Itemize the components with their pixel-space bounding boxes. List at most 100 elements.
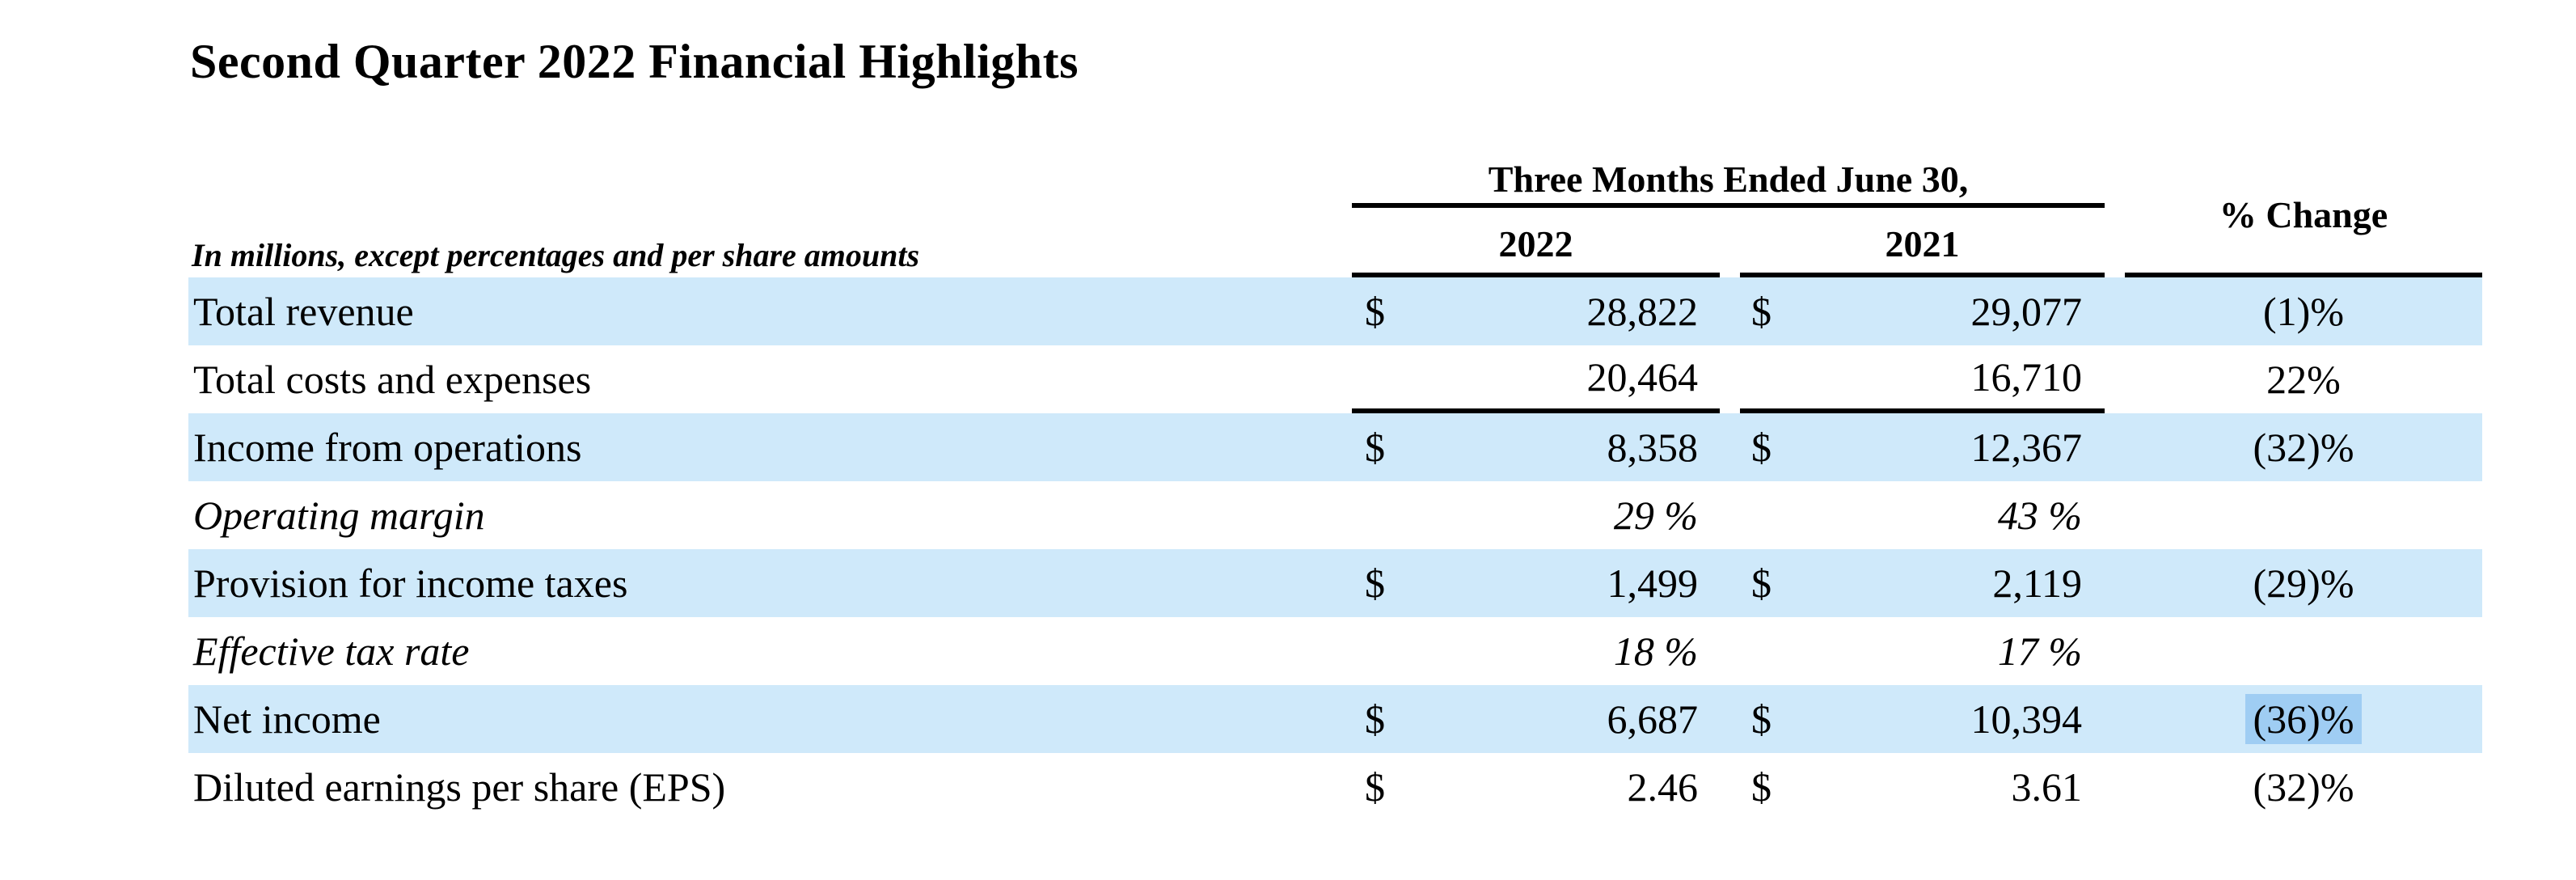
value-2021-cell: $2,119 xyxy=(1740,549,2105,617)
row-label: Provision for income taxes xyxy=(193,561,628,606)
column-gap xyxy=(2105,685,2125,753)
table-header: Three Months Ended June 30, 2022 2021 % … xyxy=(188,156,2482,277)
value-2021-cell: $29,077 xyxy=(1740,277,2105,345)
value-2022-cell: $8,358 xyxy=(1352,413,1720,481)
table-row-income-from-operations: Income from operations $8,358 $12,367 (3… xyxy=(188,413,2482,481)
row-label: Operating margin xyxy=(193,493,485,538)
period-header: Three Months Ended June 30, xyxy=(1488,159,1969,200)
currency-symbol: $ xyxy=(1365,561,1385,606)
header-rule-2022 xyxy=(1352,273,1720,277)
financial-highlights-table: Three Months Ended June 30, 2022 2021 % … xyxy=(188,156,2482,821)
value-2022: 18 % xyxy=(1613,628,1698,674)
value-2021-cell: 43 % xyxy=(1740,481,2105,549)
table-note: In millions, except percentages and per … xyxy=(192,237,920,273)
value-2021: 12,367 xyxy=(1970,425,2083,470)
pct-change-value: (29)% xyxy=(2253,561,2354,606)
value-2022-cell: 20,464 xyxy=(1352,345,1720,413)
value-2022: 1,499 xyxy=(1607,561,1699,606)
header-rule-2021 xyxy=(1740,273,2105,277)
table-row-diluted-eps: Diluted earnings per share (EPS) $2.46 $… xyxy=(188,753,2482,821)
pct-change-cell: (29)% xyxy=(2125,549,2482,617)
currency-symbol: $ xyxy=(1751,696,1772,742)
currency-symbol: $ xyxy=(1365,289,1385,334)
pct-change-cell: (32)% xyxy=(2125,413,2482,481)
row-label: Total revenue xyxy=(193,289,414,334)
value-2022-cell: $2.46 xyxy=(1352,753,1720,821)
value-2021-cell: $3.61 xyxy=(1740,753,2105,821)
value-2021: 3.61 xyxy=(2011,764,2083,810)
column-gap xyxy=(2105,549,2125,617)
pct-change-value: (32)% xyxy=(2253,764,2354,810)
selected-text-highlight[interactable]: (36)% xyxy=(2244,694,2363,744)
pct-change-value: (32)% xyxy=(2253,425,2354,470)
row-label: Total costs and expenses xyxy=(193,357,592,402)
row-label: Effective tax rate xyxy=(193,628,470,674)
value-2021: 17 % xyxy=(1997,628,2082,674)
value-2022-cell: $6,687 xyxy=(1352,685,1720,753)
table-row-effective-tax-rate: Effective tax rate 18 % 17 % xyxy=(188,617,2482,685)
column-gap xyxy=(2105,481,2125,549)
column-gap xyxy=(1720,617,1740,685)
pct-change-cell: (32)% xyxy=(2125,753,2482,821)
column-gap xyxy=(1720,685,1740,753)
value-2022: 28,822 xyxy=(1586,289,1699,334)
column-gap xyxy=(1720,481,1740,549)
column-gap xyxy=(2105,617,2125,685)
value-2021: 2,119 xyxy=(1992,561,2082,606)
column-gap xyxy=(1720,345,1740,413)
value-2021-cell: $12,367 xyxy=(1740,413,2105,481)
value-2022-cell: 29 % xyxy=(1352,481,1720,549)
row-label: Income from operations xyxy=(193,425,582,470)
value-2021: 10,394 xyxy=(1970,696,2083,742)
column-gap xyxy=(1720,549,1740,617)
currency-symbol: $ xyxy=(1365,696,1385,742)
value-2022-cell: 18 % xyxy=(1352,617,1720,685)
column-header-pct-change: % Change xyxy=(2219,194,2388,235)
column-gap xyxy=(1720,413,1740,481)
currency-symbol: $ xyxy=(1751,561,1772,606)
value-2022: 2.46 xyxy=(1627,764,1699,810)
column-gap xyxy=(2105,345,2125,413)
period-header-rule xyxy=(1352,203,2105,208)
column-gap xyxy=(1720,753,1740,821)
pct-change-value: 22% xyxy=(2266,357,2341,402)
table-row-operating-margin: Operating margin 29 % 43 % xyxy=(188,481,2482,549)
table-row-total-costs: Total costs and expenses 20,464 16,710 2… xyxy=(188,345,2482,413)
pct-change-cell: (36)% xyxy=(2125,685,2482,753)
value-2022: 6,687 xyxy=(1607,696,1699,742)
value-2021-cell: 17 % xyxy=(1740,617,2105,685)
value-2022-cell: $1,499 xyxy=(1352,549,1720,617)
value-2022: 20,464 xyxy=(1586,354,1699,400)
column-gap xyxy=(2105,753,2125,821)
value-2021: 16,710 xyxy=(1970,354,2083,400)
pct-change-cell: (1)% xyxy=(2125,277,2482,345)
column-gap xyxy=(2105,413,2125,481)
value-2022: 8,358 xyxy=(1607,425,1699,470)
row-label: Net income xyxy=(193,696,381,742)
pct-change-cell xyxy=(2125,617,2482,685)
value-2021-cell: 16,710 xyxy=(1740,345,2105,413)
column-gap xyxy=(2105,277,2125,345)
currency-symbol: $ xyxy=(1751,425,1772,470)
value-2021: 43 % xyxy=(1997,493,2082,538)
row-label: Diluted earnings per share (EPS) xyxy=(193,764,726,810)
column-header-2022: 2022 xyxy=(1498,223,1573,264)
value-2022: 29 % xyxy=(1613,493,1698,538)
value-2021-cell: $10,394 xyxy=(1740,685,2105,753)
table-row-total-revenue: Total revenue $28,822 $29,077 (1)% xyxy=(188,277,2482,345)
pct-change-cell xyxy=(2125,481,2482,549)
table-body: Total revenue $28,822 $29,077 (1)% Total… xyxy=(188,277,2482,821)
page-title: Second Quarter 2022 Financial Highlights xyxy=(190,35,1079,88)
currency-symbol: $ xyxy=(1365,764,1385,810)
currency-symbol: $ xyxy=(1751,289,1772,334)
column-header-2021: 2021 xyxy=(1885,223,1960,264)
pct-change-value: (1)% xyxy=(2263,289,2344,334)
value-2021: 29,077 xyxy=(1970,289,2083,334)
table-row-provision-income-taxes: Provision for income taxes $1,499 $2,119… xyxy=(188,549,2482,617)
header-rule-pct-change xyxy=(2125,273,2482,277)
pct-change-cell: 22% xyxy=(2125,345,2482,413)
value-2022-cell: $28,822 xyxy=(1352,277,1720,345)
currency-symbol: $ xyxy=(1751,764,1772,810)
currency-symbol: $ xyxy=(1365,425,1385,470)
